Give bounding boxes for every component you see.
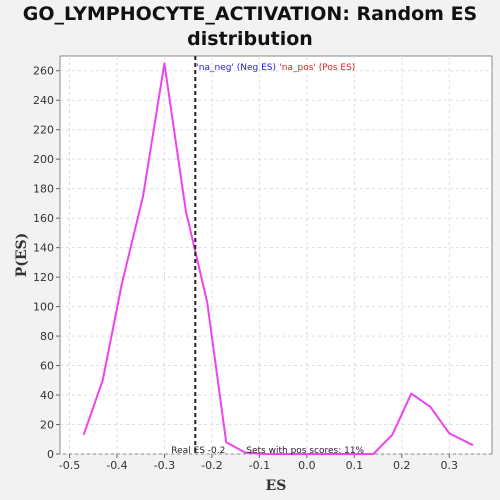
- y-tick-label: 100: [33, 301, 54, 314]
- x-tick-label: 0.0: [298, 459, 316, 472]
- chart-title: GO_LYMPHOCYTE_ACTIVATION: Random ES dist…: [0, 2, 500, 52]
- legend-neg-label: 'na_neg' (Neg ES): [196, 63, 276, 73]
- chart-title-line1: GO_LYMPHOCYTE_ACTIVATION: Random ES: [22, 3, 478, 25]
- x-axis-label: ES: [266, 478, 287, 494]
- y-tick-label: 160: [33, 212, 54, 225]
- chart-title-line2: distribution: [187, 28, 313, 50]
- y-tick-label: 200: [33, 153, 54, 166]
- x-tick-label: -0.1: [249, 459, 270, 472]
- y-tick-label: 240: [33, 94, 54, 107]
- y-tick-label: 60: [40, 360, 54, 373]
- y-tick-label: 220: [33, 124, 54, 137]
- y-tick-label: 120: [33, 271, 54, 284]
- y-tick-label: 180: [33, 183, 54, 196]
- x-tick-label: 0.3: [441, 459, 459, 472]
- x-tick-label: 0.2: [393, 459, 411, 472]
- y-tick-label: 40: [40, 389, 54, 402]
- grid: [60, 56, 492, 455]
- x-tick-label: 0.1: [346, 459, 364, 472]
- x-tick-label: -0.4: [106, 459, 127, 472]
- y-tick-label: 260: [33, 65, 54, 78]
- y-tick-label: 20: [40, 419, 54, 432]
- x-tick-label: -0.3: [154, 459, 175, 472]
- y-axis-label: P(ES): [14, 233, 30, 278]
- legend-pos-label: 'na_pos' (Pos ES): [279, 63, 355, 73]
- series-layer: [82, 62, 474, 455]
- y-tick-label: 80: [40, 330, 54, 343]
- pos-sets-annotation: Sets with pos scores: 11%: [246, 446, 364, 456]
- real-es-annotation: Real ES -0.2: [171, 446, 225, 456]
- es-series-line: [82, 62, 474, 455]
- y-tick-label: 140: [33, 242, 54, 255]
- y-tick-label: 0: [47, 448, 54, 461]
- plot-area: [59, 55, 493, 455]
- x-tick-label: -0.5: [59, 459, 80, 472]
- x-tick-label: -0.2: [201, 459, 222, 472]
- axis-ticks: -0.5 -0.4 -0.3 -0.2 -0.1 0.0 0.1 0.2 0.3 0 20 40 60 8…: [33, 65, 458, 472]
